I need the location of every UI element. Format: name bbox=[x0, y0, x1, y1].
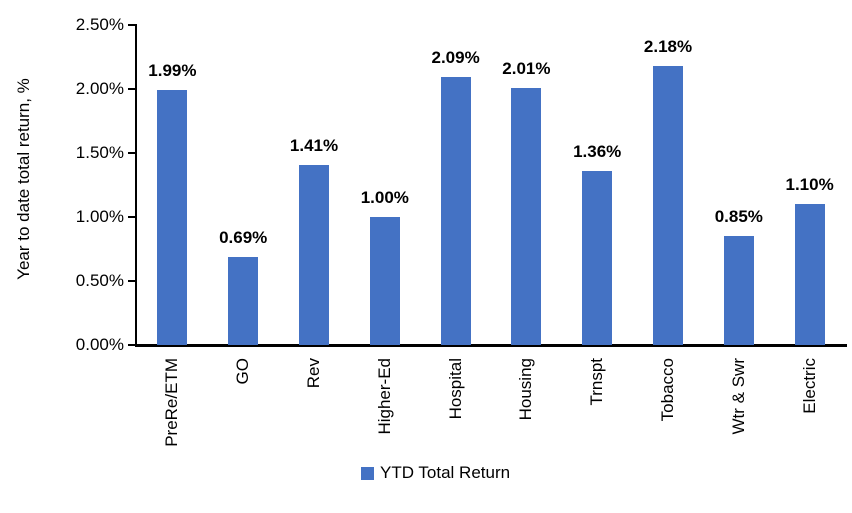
bar-data-label: 2.09% bbox=[431, 48, 480, 68]
x-category-label: Higher-Ed bbox=[374, 358, 394, 435]
y-axis-line bbox=[135, 24, 137, 346]
y-tick-label: 1.50% bbox=[75, 143, 124, 162]
bar bbox=[653, 65, 683, 345]
bar bbox=[440, 77, 471, 345]
bar bbox=[157, 90, 188, 345]
y-tick-label: 2.50% bbox=[75, 15, 124, 34]
x-category-label: Wtr & Swr bbox=[728, 358, 748, 435]
y-axis-title: Year to date total return, % bbox=[14, 78, 33, 280]
x-axis-line bbox=[135, 344, 847, 347]
bar bbox=[369, 217, 400, 345]
bar-data-label: 0.69% bbox=[219, 227, 268, 247]
legend-label: YTD Total Return bbox=[380, 463, 511, 482]
bar-data-label: 1.10% bbox=[785, 175, 834, 195]
x-category-label: Housing bbox=[516, 358, 536, 421]
bar bbox=[794, 204, 825, 345]
y-tick-mark bbox=[128, 280, 136, 282]
bar-data-label: 0.85% bbox=[714, 207, 763, 227]
y-tick-label: 1.00% bbox=[75, 207, 124, 226]
x-category-label: Trnspt bbox=[587, 358, 607, 406]
x-category-label: PreRe/ETM bbox=[162, 358, 182, 447]
x-category-label: Hospital bbox=[445, 358, 465, 420]
x-category-label: Rev bbox=[304, 358, 323, 389]
x-category-label: GO bbox=[233, 358, 253, 385]
y-tick-label: 0.50% bbox=[75, 271, 124, 290]
y-tick-label: 2.00% bbox=[75, 79, 124, 98]
bar-data-label: 1.36% bbox=[573, 141, 622, 161]
y-tick-mark bbox=[128, 216, 136, 218]
bar bbox=[723, 236, 754, 345]
y-tick-mark bbox=[128, 24, 136, 26]
bar-data-label: 1.99% bbox=[148, 61, 197, 81]
bar bbox=[582, 170, 613, 345]
legend-swatch-icon bbox=[361, 466, 374, 480]
y-tick-mark bbox=[128, 344, 136, 346]
x-category-label: Electric bbox=[799, 358, 819, 414]
bar-data-label: 2.18% bbox=[643, 36, 693, 56]
bar bbox=[299, 164, 329, 345]
y-tick-mark bbox=[128, 88, 136, 90]
bar bbox=[228, 256, 259, 345]
bar bbox=[511, 87, 542, 345]
legend: YTD Total Return bbox=[361, 463, 510, 483]
bar-data-label: 1.00% bbox=[360, 188, 409, 207]
y-tick-label: 0.00% bbox=[75, 335, 124, 354]
bar-data-label: 2.01% bbox=[502, 58, 551, 78]
bar-data-label: 1.41% bbox=[289, 135, 339, 155]
y-tick-mark bbox=[128, 152, 136, 154]
x-category-label: Tobacco bbox=[658, 358, 677, 422]
